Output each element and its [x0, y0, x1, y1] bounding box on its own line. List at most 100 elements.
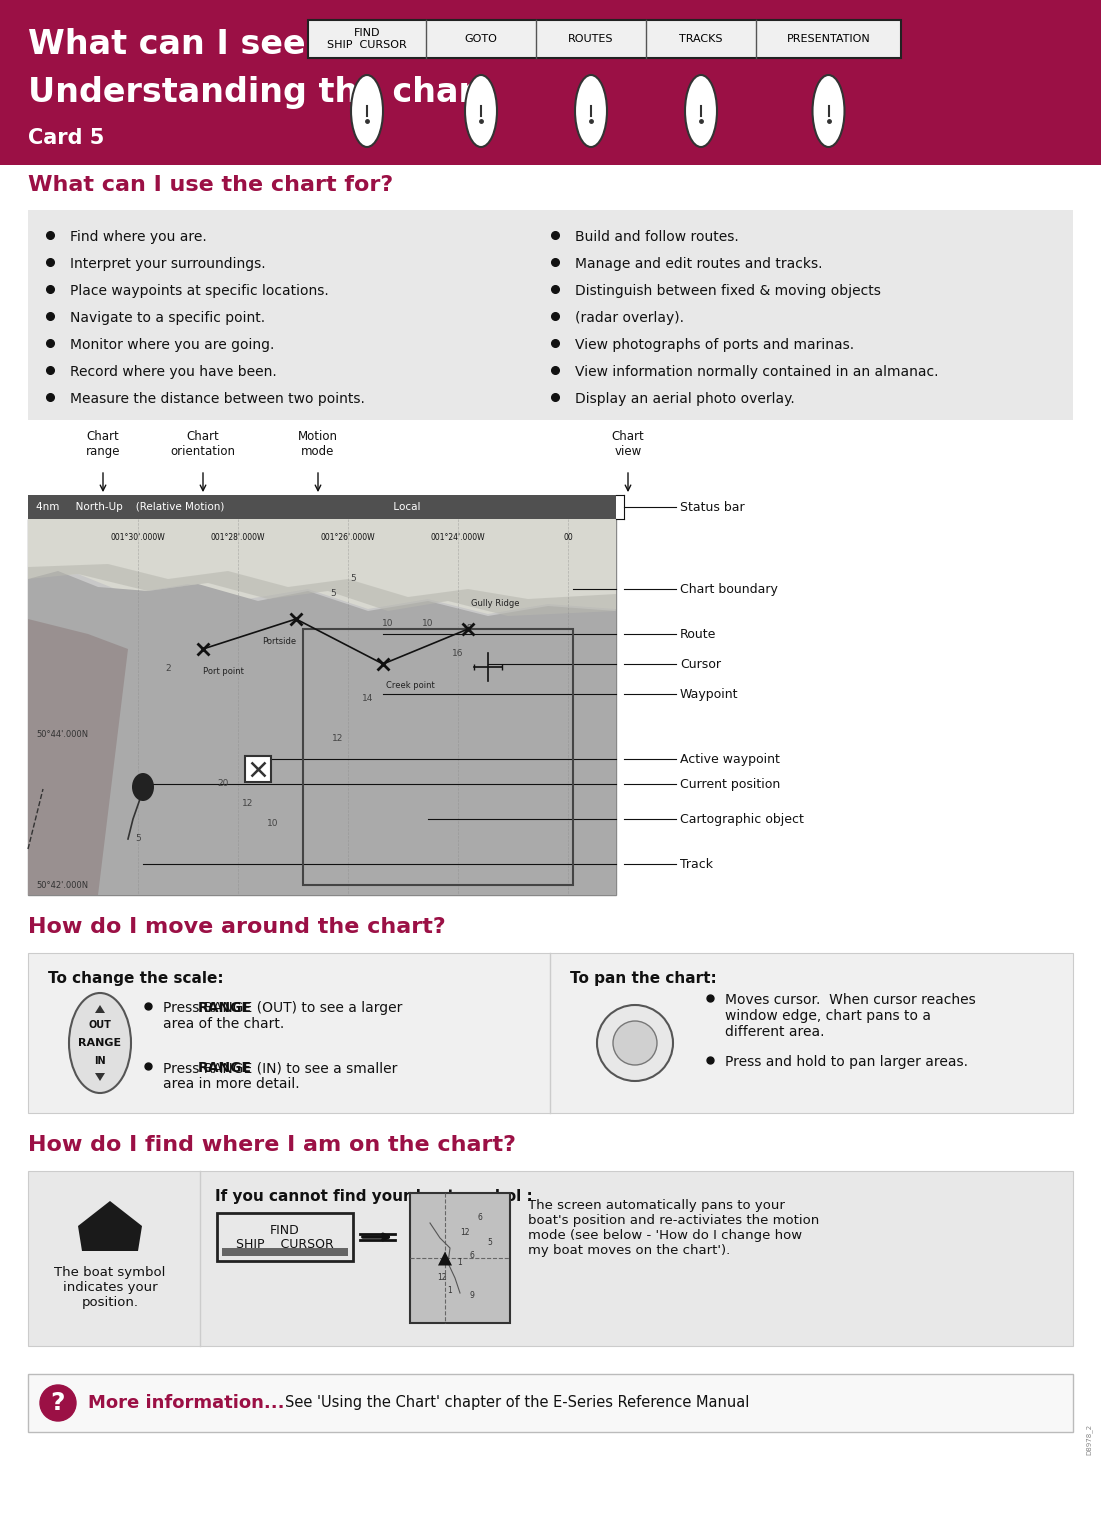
Text: Chart
view: Chart view [612, 429, 644, 458]
Text: Card 5: Card 5 [28, 127, 105, 149]
Polygon shape [28, 519, 615, 614]
Text: IN: IN [95, 1056, 106, 1066]
Text: Press and hold to pan larger areas.: Press and hold to pan larger areas. [724, 1054, 968, 1069]
FancyBboxPatch shape [28, 1374, 1073, 1432]
FancyBboxPatch shape [28, 953, 1073, 1113]
FancyBboxPatch shape [28, 209, 1073, 420]
Ellipse shape [351, 74, 383, 147]
Text: 18: 18 [462, 623, 473, 633]
Text: Record where you have been.: Record where you have been. [70, 366, 276, 379]
Polygon shape [28, 619, 128, 895]
Text: The screen automatically pans to your
boat's position and re-activiates the moti: The screen automatically pans to your bo… [528, 1198, 819, 1258]
Ellipse shape [575, 74, 607, 147]
FancyBboxPatch shape [28, 1171, 1073, 1346]
Text: 10: 10 [382, 619, 394, 628]
Text: 00: 00 [563, 532, 573, 542]
Text: 14: 14 [362, 693, 373, 702]
Text: 4nm     North-Up    (Relative Motion)                                           : 4nm North-Up (Relative Motion) [36, 502, 421, 513]
Text: Current position: Current position [680, 778, 781, 790]
Text: To change the scale:: To change the scale: [48, 971, 224, 986]
Text: 16: 16 [453, 649, 464, 658]
Text: 12: 12 [333, 734, 344, 743]
Text: To pan the chart:: To pan the chart: [570, 971, 717, 986]
Polygon shape [438, 1252, 453, 1265]
Text: 5: 5 [135, 834, 141, 843]
Text: Cartographic object: Cartographic object [680, 813, 804, 825]
Text: Chart
orientation: Chart orientation [171, 429, 236, 458]
Text: 10: 10 [423, 619, 434, 628]
Text: Chart
range: Chart range [86, 429, 120, 458]
FancyBboxPatch shape [410, 1192, 510, 1323]
Text: Chart boundary: Chart boundary [680, 583, 778, 596]
Text: Build and follow routes.: Build and follow routes. [575, 231, 739, 244]
Text: (radar overlay).: (radar overlay). [575, 311, 684, 325]
Ellipse shape [69, 994, 131, 1094]
Text: RANGE: RANGE [198, 1060, 252, 1076]
Text: 1: 1 [458, 1258, 462, 1267]
FancyBboxPatch shape [308, 20, 901, 58]
FancyBboxPatch shape [28, 519, 615, 895]
Text: ROUTES: ROUTES [568, 33, 613, 44]
FancyBboxPatch shape [28, 495, 615, 519]
Text: How do I move around the chart?: How do I move around the chart? [28, 916, 446, 938]
Ellipse shape [132, 774, 154, 801]
Text: Active waypoint: Active waypoint [680, 752, 780, 766]
Text: Moves cursor.  When cursor reaches
window edge, chart pans to a
different area.: Moves cursor. When cursor reaches window… [724, 994, 975, 1039]
Text: 6: 6 [478, 1214, 482, 1223]
Text: Place waypoints at specific locations.: Place waypoints at specific locations. [70, 284, 329, 297]
Text: See 'Using the Chart' chapter of the E-Series Reference Manual: See 'Using the Chart' chapter of the E-S… [285, 1396, 750, 1411]
Text: SHIP    CURSOR: SHIP CURSOR [236, 1238, 334, 1252]
Circle shape [613, 1021, 657, 1065]
Ellipse shape [685, 74, 717, 147]
Text: Route: Route [680, 628, 717, 640]
Text: 20: 20 [217, 780, 229, 787]
Text: Measure the distance between two points.: Measure the distance between two points. [70, 391, 364, 407]
Text: 001°24'.000W: 001°24'.000W [430, 532, 486, 542]
Polygon shape [95, 1004, 105, 1013]
Ellipse shape [465, 74, 497, 147]
Text: 5: 5 [488, 1238, 492, 1247]
FancyBboxPatch shape [222, 1248, 348, 1256]
Text: 6: 6 [469, 1252, 475, 1261]
Text: Distinguish between fixed & moving objects: Distinguish between fixed & moving objec… [575, 284, 881, 297]
Text: Portside: Portside [262, 637, 296, 646]
Polygon shape [28, 564, 615, 616]
Polygon shape [95, 1073, 105, 1082]
Text: FIND: FIND [270, 1224, 299, 1238]
Text: 12: 12 [437, 1273, 447, 1282]
Text: Gully Ridge: Gully Ridge [471, 599, 520, 608]
Text: 10: 10 [268, 819, 279, 828]
Text: 001°28'.000W: 001°28'.000W [210, 532, 265, 542]
Text: Track: Track [680, 857, 713, 871]
Text: How do I find where I am on the chart?: How do I find where I am on the chart? [28, 1135, 516, 1154]
Text: 5: 5 [350, 573, 356, 583]
Text: Port point: Port point [203, 667, 244, 677]
Text: Press RANGE (OUT) to see a larger
area of the chart.: Press RANGE (OUT) to see a larger area o… [163, 1001, 402, 1032]
Text: 50°42'.000N: 50°42'.000N [36, 880, 88, 889]
Text: Navigate to a specific point.: Navigate to a specific point. [70, 311, 265, 325]
Text: 1: 1 [448, 1286, 453, 1296]
Text: What can I use the chart for?: What can I use the chart for? [28, 174, 393, 196]
Text: OUT: OUT [88, 1019, 111, 1030]
Text: Cursor: Cursor [680, 657, 721, 671]
Text: Status bar: Status bar [680, 501, 744, 513]
Text: Waypoint: Waypoint [680, 687, 739, 701]
Circle shape [597, 1004, 673, 1082]
Polygon shape [28, 570, 615, 895]
FancyBboxPatch shape [217, 1214, 353, 1261]
Text: The boat symbol
indicates your
position.: The boat symbol indicates your position. [54, 1267, 165, 1309]
Text: Display an aerial photo overlay.: Display an aerial photo overlay. [575, 391, 795, 407]
Text: Understanding the chart: Understanding the chart [28, 76, 491, 109]
Text: What can I see?: What can I see? [28, 27, 325, 61]
Text: TRACKS: TRACKS [679, 33, 722, 44]
Text: Manage and edit routes and tracks.: Manage and edit routes and tracks. [575, 256, 822, 272]
Text: 12: 12 [460, 1227, 470, 1236]
FancyBboxPatch shape [0, 0, 1101, 165]
Text: 12: 12 [242, 799, 253, 809]
Text: ?: ? [51, 1391, 65, 1415]
Text: PRESENTATION: PRESENTATION [786, 33, 871, 44]
Text: 001°26'.000W: 001°26'.000W [320, 532, 375, 542]
Polygon shape [78, 1201, 142, 1252]
Text: FIND
SHIP  CURSOR: FIND SHIP CURSOR [327, 27, 407, 50]
Text: Interpret your surroundings.: Interpret your surroundings. [70, 256, 265, 272]
